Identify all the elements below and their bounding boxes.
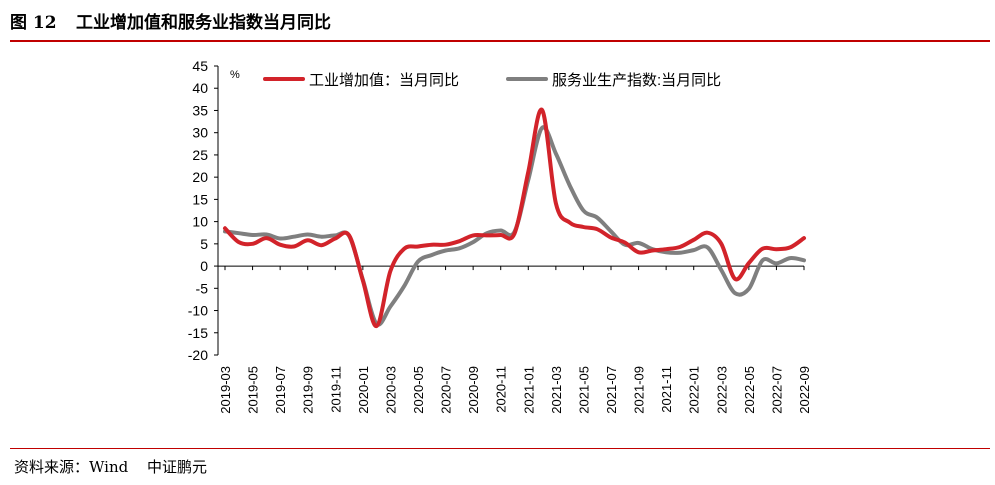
publisher-name: 中证鹏元 (147, 458, 208, 476)
x-tick-label: 2021-05 (576, 366, 591, 414)
y-tick-label: 10 (192, 214, 208, 230)
y-tick-label: -15 (188, 325, 208, 341)
x-tick-label: 2019-05 (246, 366, 261, 414)
legend-label: 工业增加值：当月同比 (309, 72, 459, 89)
figure-title: 工业增加值和服务业指数当月同比 (76, 13, 331, 33)
y-tick-label: 0 (200, 258, 208, 274)
y-tick-label: 20 (192, 169, 208, 185)
x-tick-label: 2019-11 (328, 366, 343, 413)
x-tick-label: 2022-03 (714, 366, 729, 414)
y-tick-label: 15 (192, 191, 208, 207)
figure-number: 图 12 (10, 13, 57, 33)
legend-label: 服务业生产指数:当月同比 (552, 72, 721, 89)
y-tick-label: -20 (188, 347, 208, 363)
legend-item-industrial: 工业增加值：当月同比 (263, 72, 459, 89)
x-tick-label: 2022-09 (797, 366, 812, 414)
chart-legend: 工业增加值：当月同比 服务业生产指数:当月同比 (263, 72, 721, 89)
x-tick-label: 2021-07 (604, 366, 619, 414)
y-axis-unit: % (230, 69, 240, 81)
y-tick-label: -5 (196, 280, 209, 296)
y-tick-label: 40 (192, 80, 208, 96)
x-tick-label: 2020-03 (383, 366, 398, 414)
x-tick-label: 2021-09 (632, 366, 647, 414)
x-tick-label: 2021-03 (549, 366, 564, 414)
header-rule (10, 40, 990, 42)
x-tick-label: 2020-07 (439, 366, 454, 414)
x-tick-label: 2019-03 (218, 366, 233, 414)
y-tick-label: 5 (200, 236, 208, 252)
figure-header: 图 12 工业增加值和服务业指数当月同比 (10, 6, 985, 36)
y-tick-label: 25 (192, 147, 208, 163)
chart-axes: -20 -15 -10 -5 0 5 10 15 20 25 30 35 40 45% 2019-03 201… (188, 58, 812, 414)
y-tick-label: 30 (192, 125, 208, 141)
industrial-value-added-line (223, 107, 806, 329)
x-tick-label: 2022-01 (687, 366, 702, 414)
x-tick-label: 2020-09 (466, 366, 481, 414)
y-tick-label: 45 (192, 58, 208, 74)
x-tick-label: 2020-05 (411, 366, 426, 414)
x-tick-label: 2019-07 (273, 366, 288, 414)
y-tick-label: 35 (192, 102, 208, 118)
x-tick-label: 2021-01 (521, 366, 536, 414)
services-production-index-line (223, 125, 806, 327)
x-tick-label: 2020-01 (356, 366, 371, 414)
footer-rule (10, 448, 990, 449)
x-tick-label: 2022-07 (769, 366, 784, 414)
y-tick-label: -10 (188, 303, 208, 319)
x-tick-label: 2021-11 (659, 366, 674, 413)
legend-item-services: 服务业生产指数:当月同比 (506, 72, 721, 89)
x-tick-label: 2019-09 (301, 366, 316, 414)
chart-lines (223, 107, 806, 329)
x-tick-label: 2022-05 (742, 366, 757, 414)
source-note: 资料来源：Wind 中证鹏元 (14, 456, 221, 477)
x-tick-label: 2020-11 (494, 366, 509, 413)
source-label: 资料来源：Wind (14, 458, 129, 476)
